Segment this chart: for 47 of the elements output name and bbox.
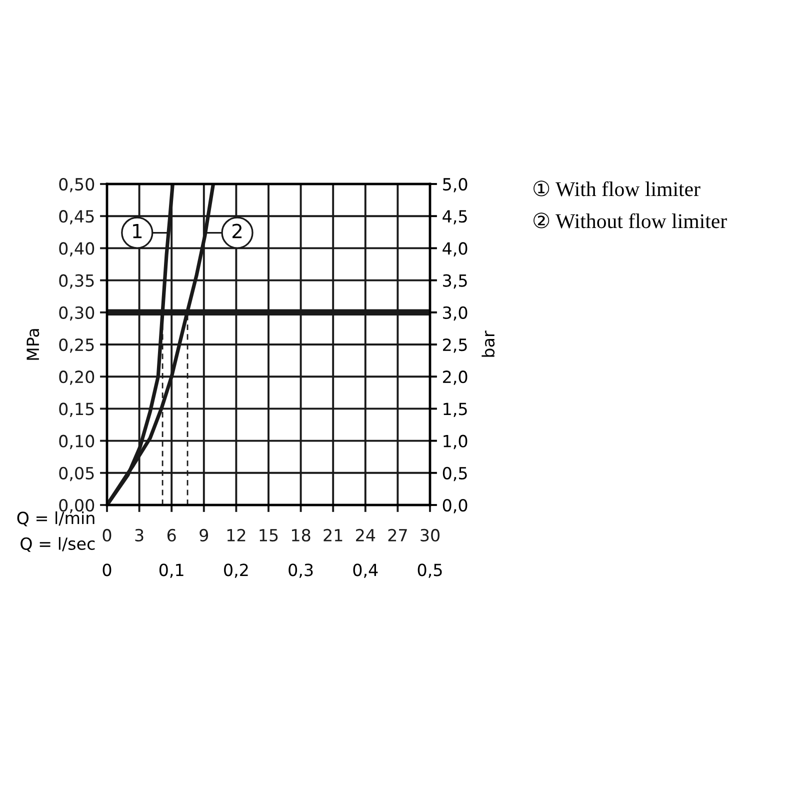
y2-tick-label: 0,5 <box>442 466 467 482</box>
y2-tick-label: 1,5 <box>444 402 467 417</box>
x2-axis-title: Q = l/sec <box>20 537 95 552</box>
x2-tick-label: 0,4 <box>353 564 378 578</box>
x2-tick-label: 0,3 <box>288 564 313 578</box>
y-tick-label: 0,25 <box>59 338 94 353</box>
x2-tick-label: 0,2 <box>224 564 248 578</box>
y2-tick-label: 1,0 <box>444 434 468 450</box>
x-tick-label: 18 <box>292 528 310 542</box>
y-tick-label: 0,10 <box>59 434 94 450</box>
x-axis-title: Q = l/min <box>17 511 94 526</box>
y2-tick-label: 3,5 <box>443 274 467 289</box>
x2-tick-label: 0 <box>102 564 112 576</box>
y2-tick-label: 4,0 <box>442 242 468 256</box>
x-tick-label: 12 <box>227 528 246 542</box>
y-tick-label: 0,15 <box>59 402 94 417</box>
x-tick-label: 21 <box>324 528 342 542</box>
y2-axis-title: bar <box>482 330 495 357</box>
y-tick-label: 0,45 <box>59 210 94 224</box>
y-tick-label: 0,30 <box>59 306 94 321</box>
text: ① With flow limiter <box>534 180 700 196</box>
x-tick-label: 0 <box>102 528 112 542</box>
y2-tick-label: 4,5 <box>442 210 467 224</box>
y2-tick-label: 3,0 <box>443 306 468 321</box>
x-tick-label: 9 <box>200 528 208 542</box>
x2-tick-label: 0,1 <box>159 564 184 578</box>
y-tick-label: 0,35 <box>59 274 94 289</box>
x2-tick-label: 0,5 <box>418 564 442 578</box>
x-tick-label: 6 <box>167 528 176 542</box>
y-tick-label: 0,50 <box>59 178 94 192</box>
annotation: 1 <box>133 224 142 238</box>
y-tick-label: 0,05 <box>59 466 94 482</box>
y-axis-title: MPa <box>26 329 40 360</box>
y2-tick-label: 0,0 <box>442 498 468 514</box>
x-tick-label: 30 <box>420 528 440 542</box>
x-tick-label: 27 <box>388 528 407 542</box>
text: ② Without flow limiter <box>534 212 727 228</box>
y2-tick-label: 2,0 <box>443 370 468 385</box>
x-tick-label: 24 <box>356 528 376 542</box>
y-tick-label: 0,00 <box>59 498 94 514</box>
y-tick-label: 0,20 <box>59 370 94 385</box>
y2-tick-label: 5,0 <box>443 178 468 192</box>
x-tick-label: 15 <box>260 529 278 542</box>
y2-tick-label: 2,5 <box>443 338 467 353</box>
annotation: 2 <box>232 224 242 238</box>
y-tick-label: 0,40 <box>59 242 94 256</box>
x-tick-label: 3 <box>135 528 144 542</box>
